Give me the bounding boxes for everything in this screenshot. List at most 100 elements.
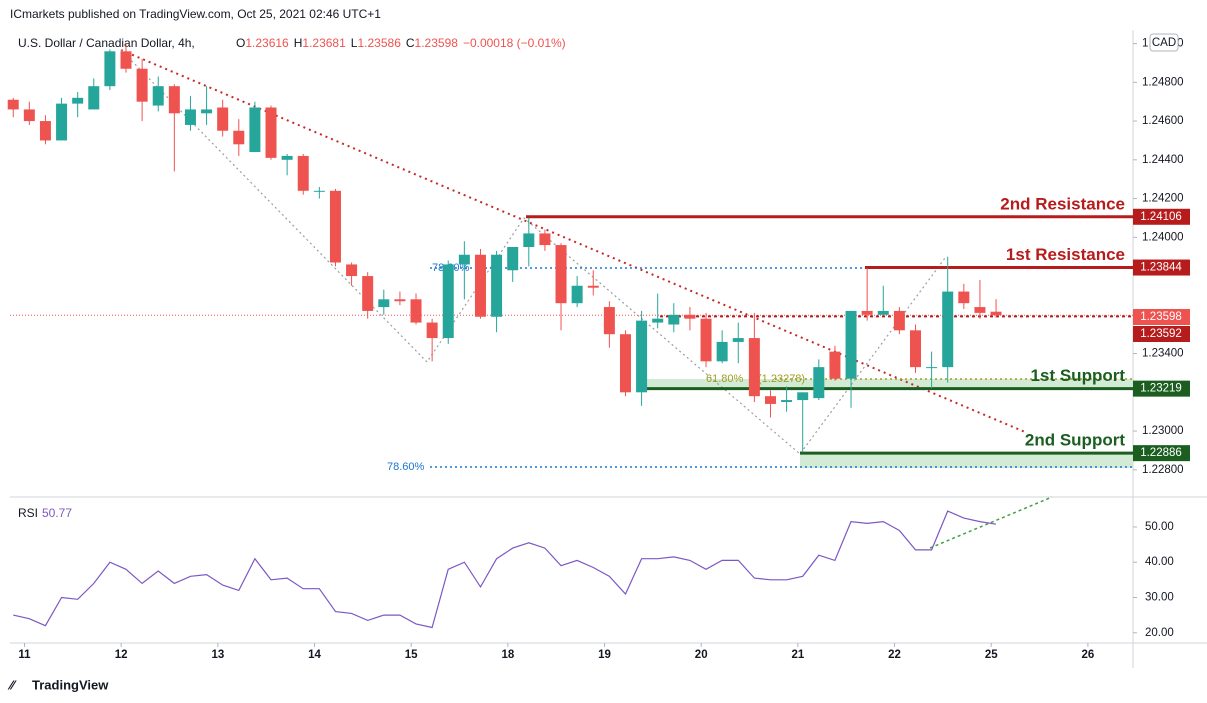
candle-body [72, 97, 84, 104]
ohlc-prefix: L [351, 36, 358, 50]
candle-body [458, 254, 470, 265]
rsi-line [13, 510, 997, 629]
price-tag [1133, 309, 1190, 325]
level-tag-label: 1.23219 [1140, 383, 1182, 395]
candle-body [217, 107, 229, 131]
x-tick-label: 12 [115, 649, 128, 661]
candle-body [813, 367, 825, 399]
ohlc-change: −0.00018 (−0.01%) [463, 36, 566, 50]
candle-body [700, 318, 712, 362]
ohlc-value: 1.23681 [302, 36, 346, 50]
x-tick-label: 20 [695, 649, 708, 661]
logo: TradingView [32, 677, 109, 692]
level-label: 1st Support [1031, 366, 1126, 385]
candle-body [652, 318, 664, 323]
rsi-tick-label: 40.00 [1145, 556, 1174, 568]
x-tick-label: 18 [501, 649, 514, 661]
level-label: 1st Resistance [1006, 245, 1125, 264]
candle-body [394, 299, 406, 302]
y-tick-label: 1.23400 [1142, 348, 1184, 360]
candle-body [362, 276, 374, 311]
candle-body [909, 330, 921, 368]
x-tick-label: 22 [888, 649, 901, 661]
candle-body [619, 334, 631, 393]
candle-body [732, 338, 744, 342]
y-tick-label: 1.23000 [1142, 425, 1184, 437]
price-tag-label: 1.23592 [1140, 328, 1182, 340]
candle-body [265, 107, 277, 158]
y-tick-label: 1.24400 [1142, 154, 1184, 166]
candle-body [684, 314, 696, 319]
currency: CAD [1152, 37, 1176, 49]
x-tick-label: 13 [211, 649, 224, 661]
candle-body [523, 233, 535, 247]
y-tick-label: 1.24000 [1142, 231, 1184, 243]
level-tag [1133, 208, 1190, 225]
ohlc-value: 1.23598 [415, 36, 459, 50]
level-tag [1133, 259, 1190, 276]
x-tick-label: 11 [18, 649, 31, 661]
candle-body [990, 311, 1002, 316]
candle-body [829, 351, 841, 379]
candle-body [329, 190, 341, 263]
logo-mark: ⁄⁄ [7, 677, 17, 692]
candle-body [571, 285, 583, 304]
candle-body [668, 314, 680, 325]
x-tick-label: 15 [405, 649, 418, 661]
candle-body [942, 291, 954, 368]
candle-body [39, 121, 51, 141]
candle-body [7, 99, 19, 110]
candle-body [491, 254, 503, 317]
candle-body [297, 155, 309, 191]
candle-body [781, 400, 793, 402]
level-tag-label: 1.24106 [1140, 211, 1182, 223]
candle-body [56, 103, 68, 141]
candle-body [926, 367, 938, 369]
candle-body [539, 233, 551, 246]
candle-body [636, 320, 648, 393]
candle-body [426, 322, 438, 339]
candle-body [507, 247, 519, 271]
rsi-tick-label: 20.00 [1145, 627, 1174, 639]
ohlc-prefix: C [406, 36, 415, 50]
level-tag-label: 1.22886 [1140, 447, 1182, 459]
x-tick-label: 14 [308, 649, 321, 661]
candle-body [442, 264, 454, 339]
x-tick-label: 25 [985, 649, 998, 661]
level-label: 2nd Support [1025, 431, 1125, 450]
candle-body [104, 51, 116, 87]
publisher: ICmarkets published on TradingView.com, … [10, 7, 381, 21]
candle-body [764, 396, 776, 404]
candle-body [136, 68, 148, 102]
candle-body [716, 341, 728, 362]
candle-body [555, 245, 567, 304]
candle-body [877, 310, 889, 315]
ohlc-value: 1.23616 [245, 36, 289, 50]
support-zone [637, 379, 1133, 390]
candle-body [893, 310, 905, 331]
level-label: 2nd Resistance [1000, 194, 1125, 213]
rsi-tick-label: 30.00 [1145, 592, 1174, 604]
candle-body [797, 392, 809, 401]
rsi-tick-label: 50.00 [1145, 521, 1174, 533]
candle-body [168, 86, 180, 114]
level-tag [1133, 445, 1190, 462]
candle-body [152, 86, 164, 106]
candle-body [410, 299, 422, 323]
y-tick-label: 1.22800 [1142, 464, 1184, 476]
level-tag-label: 1.23844 [1140, 262, 1182, 274]
ohlc: O1.23616 H1.23681 L1.23586 C1.23598 −0.00018… [236, 36, 566, 50]
currency-box [1149, 33, 1179, 52]
x-tick-label: 26 [1081, 649, 1094, 661]
symbol: U.S. Dollar / Canadian Dollar, 4h, [18, 36, 195, 50]
ohlc-value: 1.23586 [357, 36, 401, 50]
x-tick-label: 19 [598, 649, 611, 661]
candle-body [120, 51, 132, 69]
level-tag [1133, 380, 1190, 397]
rsi-value: 50.77 [42, 506, 72, 520]
candle-body [603, 307, 615, 335]
price-tag [1133, 326, 1190, 342]
candle-body [861, 310, 873, 315]
